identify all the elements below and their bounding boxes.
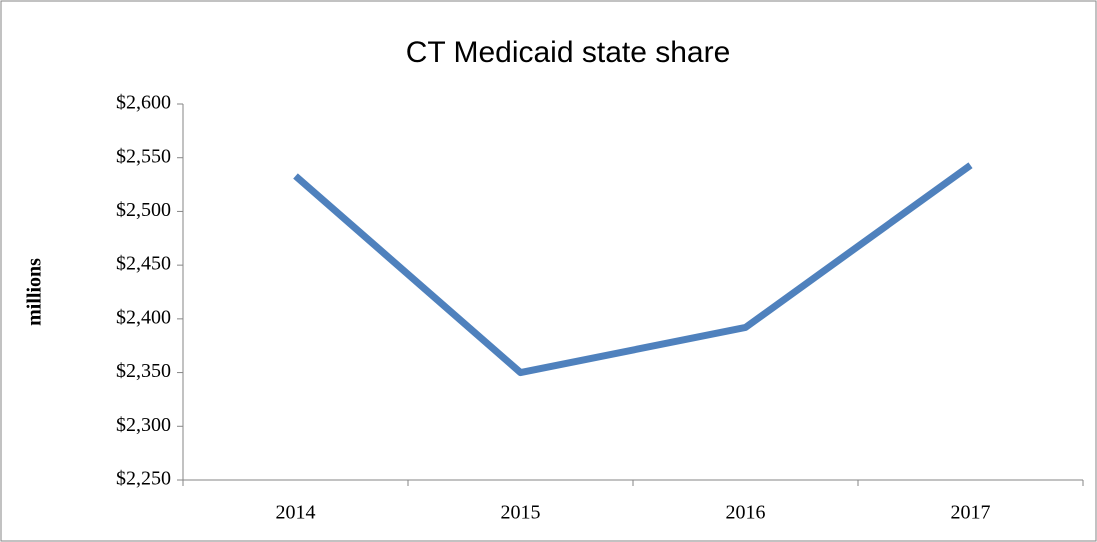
line-series — [293, 162, 973, 377]
x-tick-label: 2014 — [276, 502, 316, 524]
y-tick-label: $2,450 — [116, 253, 171, 275]
y-tick-label: $2,400 — [116, 306, 171, 328]
chart-title: CT Medicaid state share — [406, 36, 731, 69]
x-tick-label: 2017 — [951, 502, 991, 524]
y-tick-label: $2,550 — [116, 145, 171, 167]
y-tick-label: $2,350 — [116, 360, 171, 382]
x-tick-label: 2015 — [501, 502, 541, 524]
y-tick-label: $2,300 — [116, 414, 171, 436]
y-tick-label: $2,250 — [116, 468, 171, 490]
y-tick-label: $2,500 — [116, 199, 171, 221]
y-axis-label: millions — [24, 258, 46, 326]
x-tick-label: 2016 — [726, 502, 766, 524]
y-tick-label: $2,600 — [116, 92, 171, 114]
